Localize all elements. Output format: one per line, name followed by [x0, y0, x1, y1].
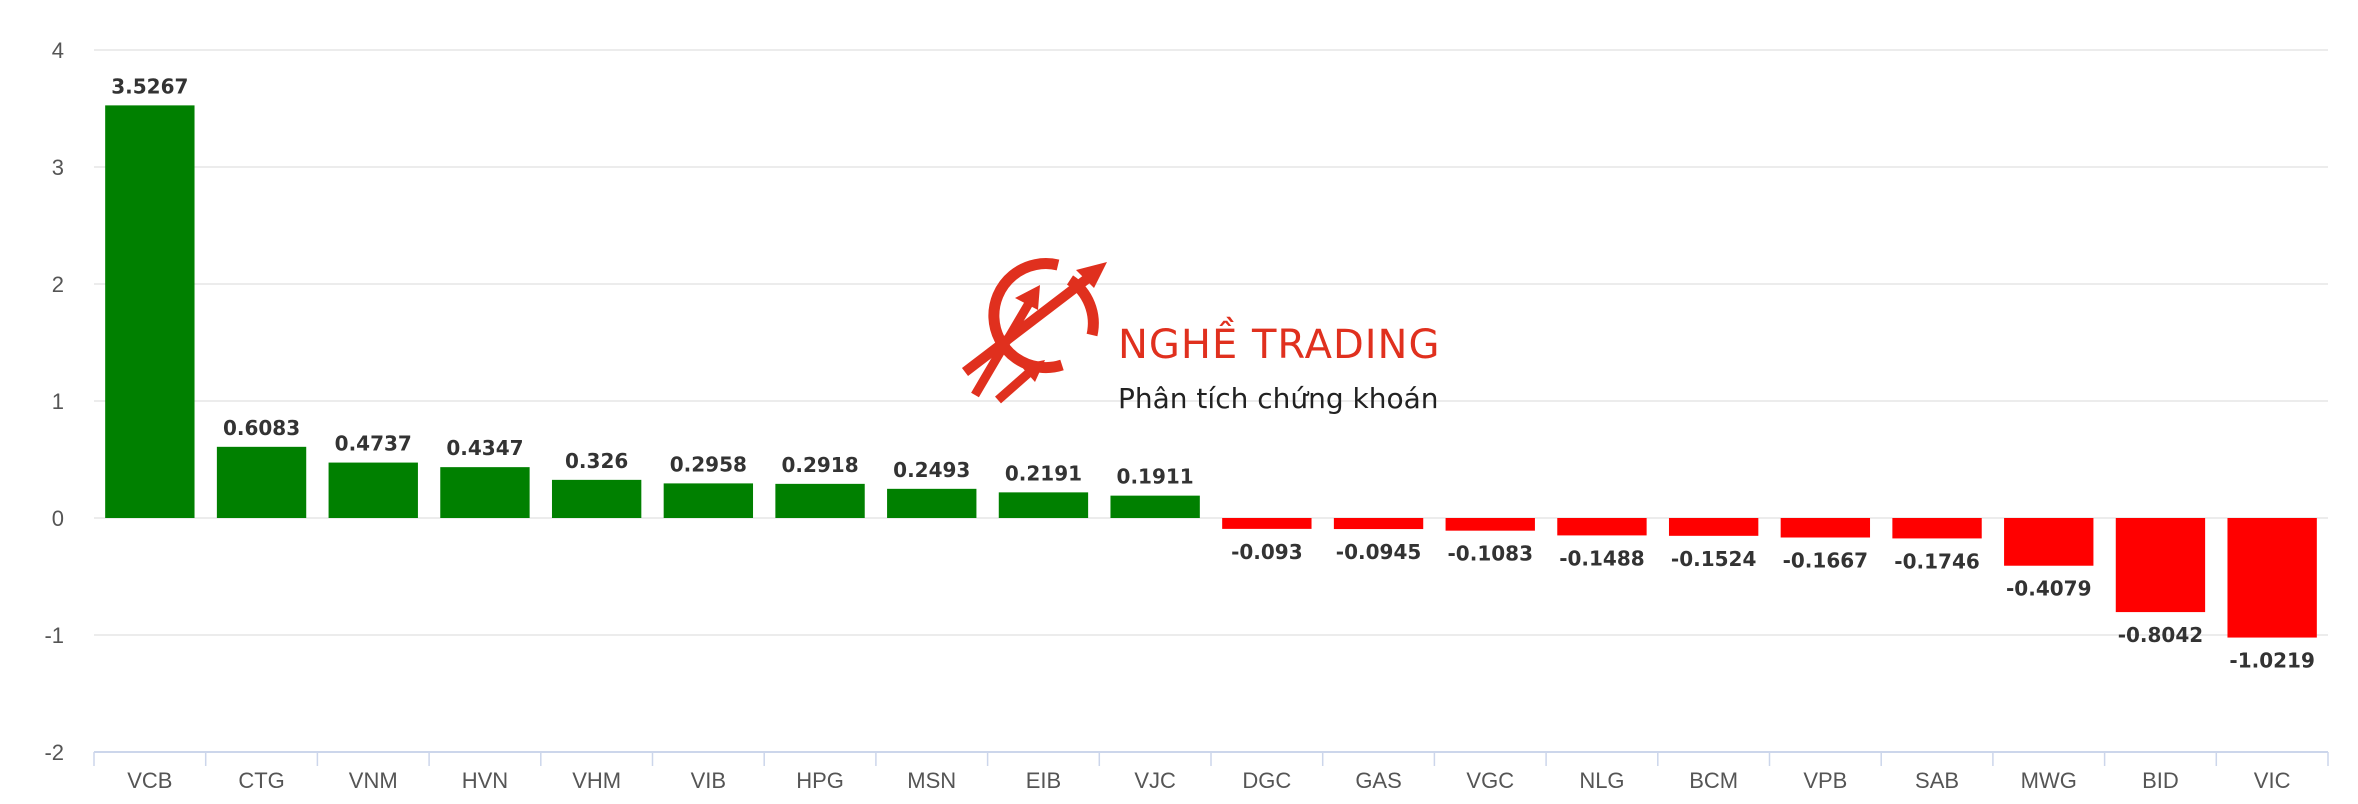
data-label: 0.6083: [223, 416, 300, 440]
y-axis-ticks: -2 -1 0 1 2 3 4: [44, 38, 64, 765]
x-axis: VCB CTG VNM HVN VHM VIB HPG MSN EIB VJC DGC GAS VGC N…: [93, 751, 2329, 793]
x-tick-label: VIB: [691, 768, 726, 793]
bar: [2004, 518, 2094, 566]
data-label: -0.1746: [1894, 549, 1979, 573]
x-tick-label: VIC: [2254, 768, 2291, 793]
bar: [1557, 518, 1647, 536]
bars: [105, 105, 2317, 638]
x-tick-label: HVN: [462, 768, 508, 793]
bar: [105, 105, 195, 518]
data-labels: 3.5267 0.6083 0.4737 0.4347 0.326 0.2958 0.291…: [111, 74, 2315, 672]
x-tick-label: MSN: [907, 768, 956, 793]
y-tick-label: 0: [52, 506, 64, 531]
x-tick-label: CTG: [238, 768, 284, 793]
x-tick-label: VCB: [127, 768, 172, 793]
data-label: -1.0219: [2229, 649, 2314, 673]
x-tick-label: MWG: [2021, 768, 2077, 793]
x-tick-label: DGC: [1242, 768, 1291, 793]
data-label: -0.0945: [1336, 540, 1421, 564]
data-label: -0.093: [1231, 540, 1303, 564]
x-tick-label: GAS: [1355, 768, 1401, 793]
x-tick-label: VHM: [572, 768, 621, 793]
x-tick-label: VJC: [1134, 768, 1176, 793]
data-label: 0.2493: [893, 458, 970, 482]
x-tick-label: EIB: [1026, 768, 1061, 793]
x-tick-label: VNM: [349, 768, 398, 793]
data-label: -0.1524: [1671, 547, 1756, 571]
bar: [1445, 518, 1535, 531]
y-tick-label: 3: [52, 155, 64, 180]
bar: [2227, 518, 2317, 638]
data-label: -0.1667: [1783, 549, 1868, 573]
bar: [1222, 518, 1312, 529]
bar: [216, 446, 307, 518]
data-label: 0.4737: [335, 432, 412, 456]
data-label: -0.8042: [2118, 623, 2203, 647]
y-tick-label: -1: [44, 623, 64, 648]
watermark-title: NGHỀ TRADING: [1118, 316, 1440, 368]
data-label: 0.2918: [781, 453, 858, 477]
data-label: 0.326: [565, 449, 628, 473]
bar: [663, 483, 754, 518]
bar: [2115, 518, 2206, 613]
y-tick-label: 2: [52, 272, 64, 297]
data-label: 0.2191: [1005, 461, 1082, 485]
bar: [1668, 518, 1759, 536]
x-tick-label: VGC: [1466, 768, 1514, 793]
bar: [328, 462, 418, 518]
bar: [1333, 518, 1424, 530]
data-label: -0.1083: [1448, 542, 1533, 566]
data-label: 0.2958: [670, 452, 747, 476]
bar: [887, 488, 977, 518]
bar: [1892, 518, 1982, 539]
watermark: NGHỀ TRADING Phân tích chứng khoán: [961, 258, 1440, 415]
y-tick-label: 1: [52, 389, 64, 414]
data-label: -0.4079: [2006, 577, 2091, 601]
trading-logo-icon: [961, 258, 1107, 404]
watermark-subtitle: Phân tích chứng khoán: [1118, 382, 1439, 415]
bar: [440, 467, 530, 518]
data-label: 0.4347: [446, 436, 523, 460]
bar: [551, 479, 642, 518]
bar: [775, 483, 865, 518]
x-tick-label: SAB: [1915, 768, 1959, 793]
data-label: 3.5267: [111, 74, 188, 98]
x-tick-label: VPB: [1803, 768, 1847, 793]
x-tick-label: BCM: [1689, 768, 1738, 793]
bar: [998, 492, 1089, 518]
y-tick-label: 4: [52, 38, 64, 63]
x-tick-label: BID: [2142, 768, 2179, 793]
data-label: -0.1488: [1559, 546, 1644, 570]
bar: [1780, 518, 1871, 538]
data-label: 0.1911: [1117, 465, 1194, 489]
bar: [1110, 495, 1200, 518]
x-tick-label: HPG: [796, 768, 844, 793]
x-tick-label: NLG: [1579, 768, 1624, 793]
y-tick-label: -2: [44, 740, 64, 765]
